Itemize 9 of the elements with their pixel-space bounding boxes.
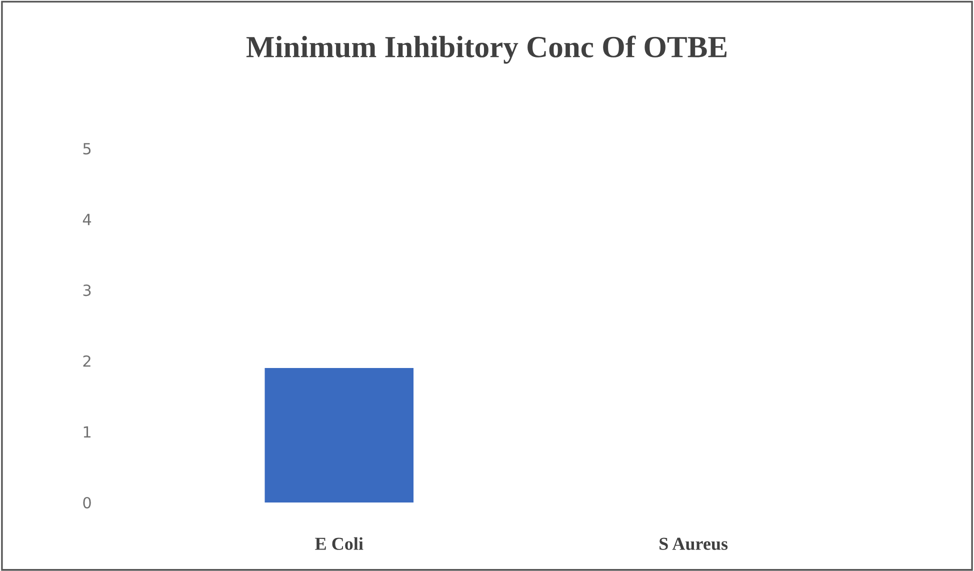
x-tick-label: E Coli bbox=[315, 537, 364, 550]
chart-title: Minimum Inhibitory Conc Of OTBE bbox=[246, 36, 727, 64]
y-tick-label: 2 bbox=[83, 355, 90, 367]
y-tick-label: 1 bbox=[84, 426, 90, 438]
y-tick-label: 0 bbox=[83, 496, 91, 508]
x-tick-label: S Aureus bbox=[660, 538, 728, 550]
y-tick-label: 4 bbox=[82, 214, 92, 226]
y-tick-label: 5 bbox=[83, 143, 91, 154]
y-tick-label: 3 bbox=[83, 284, 91, 296]
